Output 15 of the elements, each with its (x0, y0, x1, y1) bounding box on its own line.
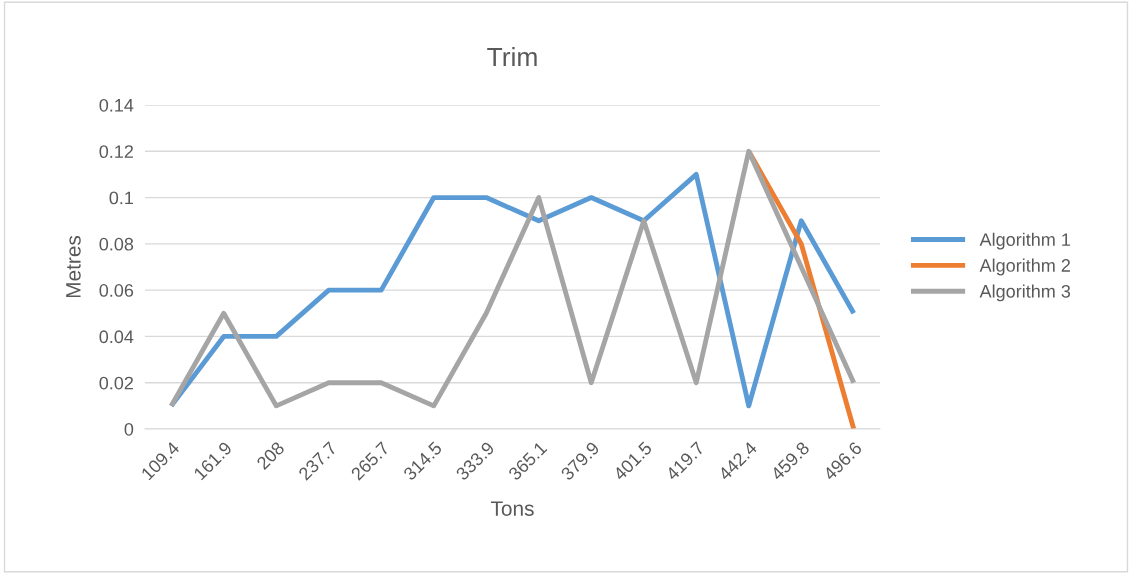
x-axis-title: Tons (490, 501, 534, 516)
x-tick-label: 208 (255, 441, 286, 471)
y-tick-label: 0.06 (99, 284, 134, 297)
y-tick-label: 0.1 (109, 191, 134, 205)
y-tick-label: 0.08 (99, 237, 134, 251)
y-tick-label: 0 (124, 422, 134, 436)
y-tick-label: 0.12 (99, 145, 133, 159)
legend-label: Algorithm 1 (979, 232, 1070, 250)
chart-title: Trim (487, 46, 537, 67)
y-tick-label: 0.14 (99, 98, 134, 112)
y-tick-label: 0.04 (99, 330, 134, 344)
legend-label: Algorithm 3 (979, 284, 1071, 302)
y-axis-title: Metres (66, 235, 81, 298)
legend-label: Algorithm 2 (979, 258, 1070, 276)
y-tick-label: 0.02 (99, 376, 133, 390)
